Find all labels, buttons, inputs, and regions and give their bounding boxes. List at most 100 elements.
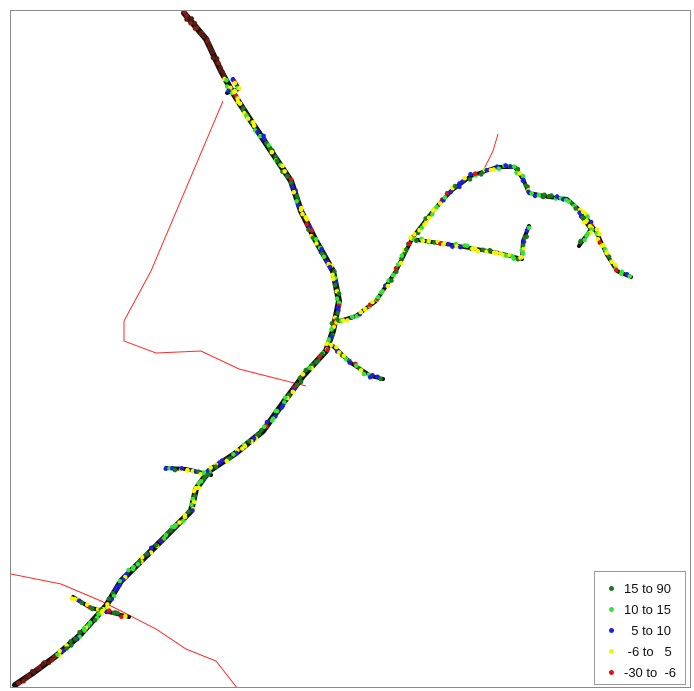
speed-point-125 <box>313 359 319 365</box>
speed-point-293 <box>394 269 399 275</box>
speed-point-181 <box>191 488 197 494</box>
speed-point-73 <box>300 211 305 217</box>
speed-point-333 <box>472 171 478 176</box>
speed-point-379 <box>588 219 594 225</box>
speed-point-409 <box>432 240 437 245</box>
speed-point-10 <box>201 33 206 39</box>
speed-point-467 <box>163 466 169 472</box>
speed-point-211 <box>135 562 141 567</box>
speed-point-61 <box>285 174 290 179</box>
speed-point-395 <box>612 262 618 268</box>
speed-point-44 <box>255 130 260 135</box>
speed-point-288 <box>385 283 391 289</box>
speed-point-472 <box>179 466 184 471</box>
speed-point-480 <box>206 472 211 478</box>
speed-point-98 <box>332 283 338 288</box>
speed-point-312 <box>423 216 428 221</box>
speed-point-415 <box>450 244 455 249</box>
speed-point-388 <box>599 243 605 249</box>
map-canvas[interactable] <box>11 11 691 688</box>
speed-point-140 <box>283 395 288 401</box>
speed-point-511 <box>583 219 588 225</box>
speed-point-161 <box>240 446 245 451</box>
speed-point-507 <box>226 88 231 94</box>
speed-point-420 <box>464 243 470 249</box>
speed-point-94 <box>330 272 335 278</box>
speed-point-492 <box>100 609 105 614</box>
speed-point-207 <box>144 552 149 557</box>
speed-point-88 <box>321 254 327 259</box>
speed-point-406 <box>420 238 426 244</box>
speed-point-517 <box>582 237 587 243</box>
speed-point-16 <box>210 49 215 55</box>
speed-point-79 <box>309 228 315 233</box>
legend-item-3: -6 to 5 <box>601 641 679 662</box>
speed-point-447 <box>526 225 532 231</box>
speed-point-113 <box>329 327 334 332</box>
legend-swatch-1 <box>609 607 614 612</box>
speed-point-13 <box>206 42 212 47</box>
speed-point-263 <box>21 678 26 684</box>
speed-point-270 <box>340 318 346 323</box>
speed-point-504 <box>237 86 242 91</box>
legend-item-2: 5 to 10 <box>601 620 679 641</box>
speed-point-377 <box>585 214 590 219</box>
speed-point-78 <box>306 227 311 232</box>
speed-point-75 <box>304 217 310 222</box>
speed-point-286 <box>380 289 385 294</box>
speed-point-96 <box>330 276 336 282</box>
speed-point-323 <box>448 189 454 195</box>
speed-point-203 <box>153 543 159 548</box>
speed-point-328 <box>460 179 465 184</box>
speed-point-509 <box>580 215 586 220</box>
map-frame[interactable]: 15 to 90 10 to 15 5 to 10 -6 to 5 -30 to… <box>10 10 691 688</box>
speed-point-337 <box>484 167 490 173</box>
speed-point-128 <box>307 365 312 371</box>
speed-point-458 <box>354 363 359 369</box>
speed-point-253 <box>46 660 52 666</box>
speed-point-246 <box>64 646 69 651</box>
speed-point-399 <box>619 269 625 275</box>
boundary-line-0 <box>123 100 307 387</box>
speed-point-349 <box>517 171 523 176</box>
speed-point-397 <box>614 268 619 273</box>
speed-point-506 <box>231 89 237 95</box>
speed-point-271 <box>345 318 350 323</box>
boundary-line-1 <box>483 133 499 170</box>
speed-point-345 <box>508 164 514 170</box>
speed-point-7 <box>194 25 200 31</box>
speed-point-294 <box>393 266 399 271</box>
speed-point-164 <box>231 452 236 457</box>
speed-point-449 <box>334 344 339 350</box>
speed-point-361 <box>542 192 547 198</box>
speed-point-196 <box>168 528 173 533</box>
speed-point-118 <box>324 341 330 347</box>
speed-point-131 <box>300 372 306 377</box>
speed-point-178 <box>196 481 201 486</box>
speed-point-176 <box>201 476 207 481</box>
speed-point-34 <box>237 101 243 106</box>
speed-point-213 <box>130 566 136 572</box>
speed-point-201 <box>158 539 163 544</box>
speed-point-358 <box>532 193 538 199</box>
speed-point-424 <box>475 248 481 254</box>
speed-point-145 <box>273 408 279 414</box>
speed-point-359 <box>536 192 542 198</box>
speed-point-448 <box>329 342 334 348</box>
speed-point-346 <box>512 164 517 169</box>
speed-point-41 <box>251 120 256 125</box>
speed-point-281 <box>370 299 375 305</box>
speed-point-489 <box>90 606 95 612</box>
boundary-line-2 <box>11 573 238 687</box>
speed-point-408 <box>426 238 432 243</box>
speed-point-93 <box>332 269 337 274</box>
speed-point-321 <box>442 195 448 200</box>
speed-point-70 <box>295 203 301 208</box>
speed-point-325 <box>452 183 458 189</box>
speed-point-20 <box>216 61 221 66</box>
speed-point-72 <box>298 207 304 212</box>
speed-point-18 <box>214 56 220 61</box>
speed-point-242 <box>73 636 78 642</box>
speed-point-167 <box>224 458 229 464</box>
speed-point-156 <box>251 436 257 441</box>
